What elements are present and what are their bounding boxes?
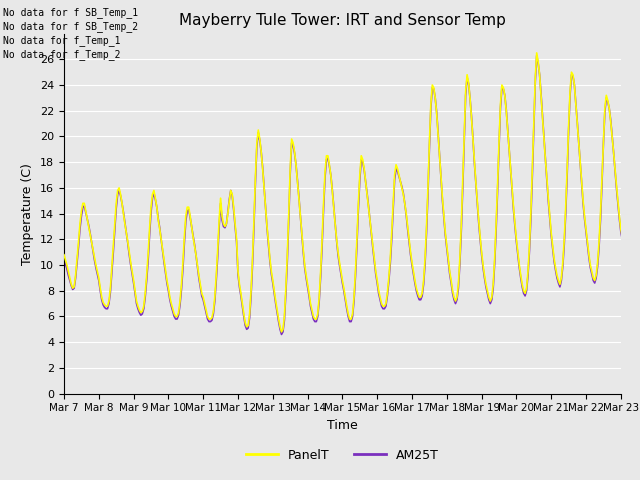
Y-axis label: Temperature (C): Temperature (C) <box>22 163 35 264</box>
X-axis label: Time: Time <box>327 419 358 432</box>
Title: Mayberry Tule Tower: IRT and Sensor Temp: Mayberry Tule Tower: IRT and Sensor Temp <box>179 13 506 28</box>
Legend: PanelT, AM25T: PanelT, AM25T <box>241 444 444 467</box>
Text: No data for f SB_Temp_1
No data for f SB_Temp_2
No data for f_Temp_1
No data for: No data for f SB_Temp_1 No data for f SB… <box>3 7 138 60</box>
